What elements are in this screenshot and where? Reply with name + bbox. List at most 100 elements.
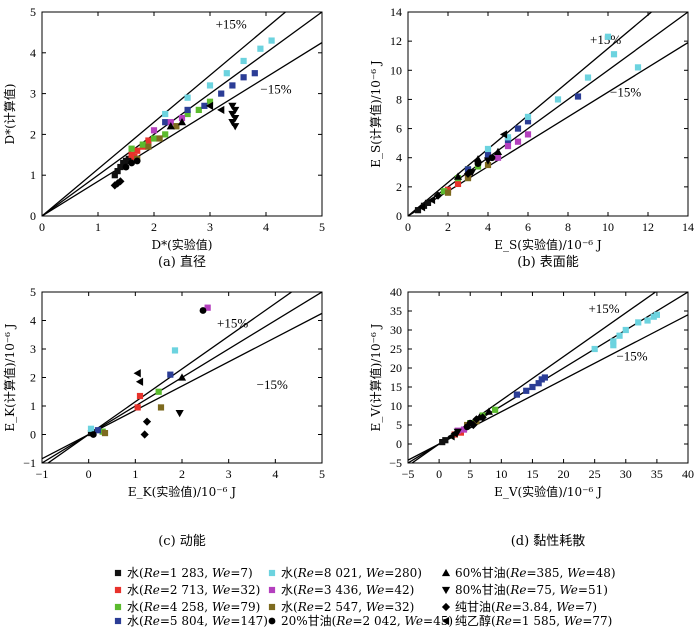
chart-panel-c: −1 0 1 2 3 4 5 −1 0 1 2 3 4 5 E_K(实验值)/10⁻⁶ J E_K(计算值)/… [2, 285, 325, 549]
point-a-water_4258-0 [128, 145, 135, 152]
point-b-water_8021-5 [604, 33, 612, 40]
legend-marker-water_5804 [114, 617, 122, 625]
point-d-water_1283-0 [439, 439, 446, 446]
point-b-water_5804-1 [484, 151, 492, 158]
annotation-c-0: +15% [217, 316, 248, 331]
point-c-water_8021-0 [171, 347, 179, 354]
legend-label-ethanol: 纯乙醇(Re=1 585, We=77) [455, 613, 612, 628]
point-b-water_5804-3 [514, 125, 522, 132]
annotation-a-0: +15% [216, 16, 247, 31]
y-tick-label-a-4: 4 [30, 46, 36, 60]
legend-marker-pure_glycerol [441, 602, 451, 612]
y-tick-label-d-2: 5 [396, 418, 402, 432]
point-c-ethanol-0 [133, 369, 141, 378]
x-tick-label-d-4: 15 [526, 467, 538, 481]
point-a-glycerol80-0 [228, 102, 237, 110]
point-d-water_8021-2 [610, 342, 617, 349]
x-tick-label-d-6: 25 [589, 467, 601, 481]
legend-marker-glycerol60 [441, 568, 451, 577]
y-tick-label-b-5: 10 [390, 63, 402, 77]
y-tick-label-b-7: 14 [390, 5, 402, 19]
point-a-pure_glycerol-2 [116, 177, 125, 186]
y-axis-label-a: D*(计算值) [2, 84, 17, 145]
point-c-pure_glycerol-1 [142, 417, 152, 426]
point-a-water_8021-5 [257, 45, 264, 52]
point-b-glycerol60-1 [473, 155, 483, 163]
y-tick-label-d-7: 30 [390, 323, 402, 337]
legend-label-water_1283: 水(Re=1 283, We=7) [127, 566, 253, 580]
point-b-water_8021-4 [584, 74, 592, 81]
x-axis-label-d: E_V(实验值)/10⁻⁶ J [494, 484, 602, 499]
point-a-water_2547-2 [156, 135, 163, 142]
point-a-water_4258-2 [150, 135, 158, 142]
x-axis-label-b: E_S(实验值)/10⁻⁶ J [494, 237, 602, 252]
point-a-water_3436-0 [150, 127, 158, 134]
x-tick-label-a-0: 0 [39, 220, 45, 234]
reference-line-a-2 [42, 42, 322, 216]
legend-label-water_4258: 水(Re=4 258, We=79) [127, 600, 260, 614]
x-tick-label-d-8: 35 [651, 467, 663, 481]
legend-label-water_2713: 水(Re=2 713, We=32) [127, 583, 260, 597]
x-tick-label-d-0: −5 [402, 467, 415, 481]
point-a-glycerol80-5 [231, 123, 240, 131]
reference-line-a-0 [42, 12, 287, 216]
point-a-water_2713-4 [145, 137, 152, 144]
point-b-glycerol80-1 [483, 157, 493, 165]
point-d-water_5804-0 [513, 391, 520, 398]
point-d-water_3436-1 [460, 426, 468, 433]
legend-label-water_8021: 水(Re=8 021, We=280) [281, 566, 422, 580]
reference-line-d-2 [408, 314, 688, 461]
point-a-water_4258-3 [162, 131, 169, 138]
y-tick-label-b-4: 8 [396, 92, 402, 106]
point-c-water_2547-1 [101, 429, 109, 437]
x-tick-label-b-7: 14 [682, 220, 694, 234]
x-tick-label-d-3: 10 [495, 467, 507, 481]
point-a-glycerol80-2 [228, 110, 237, 119]
x-tick-label-b-1: 2 [445, 220, 451, 234]
point-d-pure_glycerol-0 [472, 415, 481, 424]
y-tick-label-d-4: 15 [390, 380, 402, 394]
point-b-water_2547-1 [464, 175, 472, 182]
axes-frame-d [407, 291, 689, 464]
point-c-water_3436-0 [204, 304, 211, 311]
legend-marker-water_1283 [114, 569, 122, 577]
point-a-water_1283-2 [117, 163, 124, 171]
point-b-water_2547-0 [444, 189, 452, 196]
reference-line-b-1 [408, 12, 688, 216]
point-c-glycerol80-0 [175, 410, 184, 418]
legend-label-water_2547: 水(Re=2 547, We=32) [281, 600, 414, 614]
point-d-ethanol-1 [450, 429, 458, 438]
point-d-water_8021-5 [635, 319, 642, 326]
chart-panel-a: 0 1 2 3 4 5 0 1 2 3 4 5 D*(实验值) D*(计算值) (a) 直径 +15% −15% [2, 5, 325, 270]
point-b-water_8021-2 [524, 113, 532, 121]
x-tick-label-a-3: 3 [207, 220, 213, 234]
point-b-water_8021-6 [610, 51, 618, 58]
legend-label-water_5804: 水(Re=5 804, We=147) [127, 614, 268, 628]
y-tick-label-a-1: 1 [30, 168, 36, 182]
x-tick-label-a-1: 1 [95, 220, 101, 234]
y-tick-label-c-3: 2 [30, 371, 36, 385]
point-a-water_4258-5 [184, 110, 191, 118]
point-b-water_3436-0 [494, 154, 502, 161]
axes-frame-a [41, 11, 323, 217]
point-d-water_8021-4 [622, 326, 629, 334]
point-b-water_8021-0 [484, 145, 492, 153]
legend-label-pure_glycerol: 纯甘油(Re=3.84, We=7) [455, 600, 597, 614]
point-c-water_2547-0 [157, 404, 165, 411]
y-tick-label-c-2: 1 [30, 399, 36, 413]
point-c-water_2713-0 [136, 392, 144, 400]
annotation-d-0: +15% [588, 301, 619, 316]
point-a-water_2547-1 [145, 143, 152, 150]
y-tick-label-a-2: 2 [30, 127, 36, 141]
point-d-water_8021-3 [616, 332, 623, 339]
point-b-glycerol80-0 [467, 169, 477, 177]
x-tick-label-c-5: 4 [272, 467, 278, 481]
legend: 水(Re=1 283, We=7) 水(Re=8 021, We=280) 60%甘… [114, 566, 616, 628]
annotation-b-1: −15% [610, 85, 641, 100]
point-a-glycerol20-0 [122, 163, 130, 171]
point-b-water_8021-7 [634, 64, 642, 71]
x-tick-label-b-2: 4 [485, 220, 491, 234]
point-b-water_1283-0 [414, 207, 422, 214]
x-tick-label-d-2: 5 [467, 467, 473, 481]
